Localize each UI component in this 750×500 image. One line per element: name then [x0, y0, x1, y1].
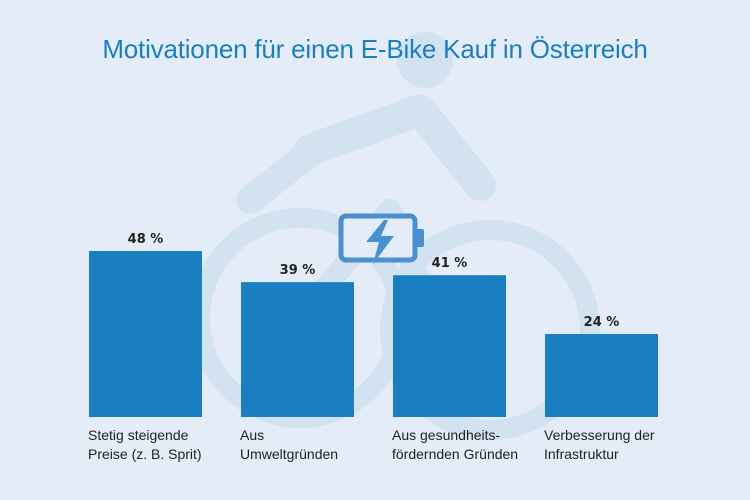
bar-value-label-1: 48 % [128, 232, 164, 247]
bar-value-label-2: 39 % [280, 263, 316, 278]
bar-3 [393, 275, 506, 417]
bar-1 [89, 251, 202, 417]
category-label-1: Stetig steigende Preise (z. B. Sprit) [88, 426, 238, 464]
bar-2 [241, 282, 354, 417]
category-label-line: fördernden Gründen [392, 446, 519, 462]
category-label-line: Aus gesundheits- [392, 427, 501, 443]
bar-4 [545, 334, 658, 417]
category-label-line: Preise (z. B. Sprit) [88, 446, 202, 462]
e-bike-rider-illustration [190, 94, 600, 440]
bar-series: 48 % 39 % 41 % 24 % [89, 232, 658, 417]
category-label-2: Aus Umweltgründen [240, 426, 390, 464]
category-label-line: Aus [240, 427, 265, 443]
rider-head-illustration [397, 32, 453, 88]
category-label-line: Infrastruktur [544, 446, 619, 462]
battery-charging-icon [338, 213, 424, 264]
category-label-line: Stetig steigende [88, 427, 189, 443]
bar-value-label-3: 41 % [432, 256, 468, 271]
category-label-line: Verbesserung der [544, 427, 655, 443]
bar-value-label-4: 24 % [584, 315, 620, 330]
chart-title: Motivationen für einen E-Bike Kauf in Ös… [102, 34, 648, 64]
category-label-4: Verbesserung der Infrastruktur [544, 426, 694, 464]
category-label-3: Aus gesundheits-fördernden Gründen [392, 426, 542, 464]
category-label-line: Umweltgründen [240, 446, 339, 462]
